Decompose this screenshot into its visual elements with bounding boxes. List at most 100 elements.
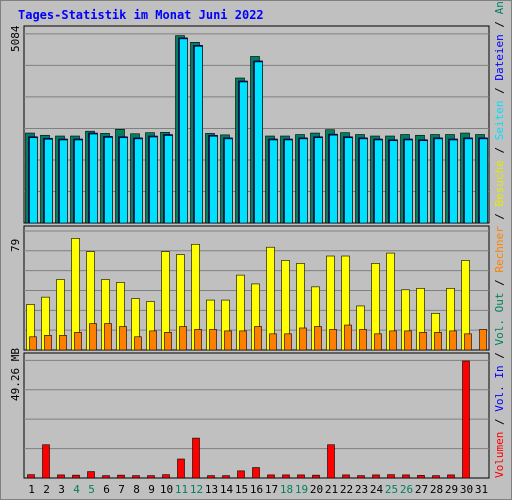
bar-volumen [117, 474, 125, 479]
x-tick-label: 6 [103, 483, 110, 496]
bar-seiten [404, 139, 413, 224]
y-max-label: 49.26 MB [9, 348, 22, 401]
bar-volumen [72, 474, 80, 479]
bar-volumen [387, 474, 395, 479]
bar-seiten [389, 140, 398, 224]
x-tick-label: 24 [370, 483, 384, 496]
bar-seiten [479, 138, 488, 224]
bar-seiten [419, 140, 428, 224]
bar-rechner [389, 330, 397, 351]
bar-seiten [449, 139, 458, 224]
legend-separator: / [493, 206, 506, 226]
bar-rechner [74, 332, 82, 351]
bar-volumen [462, 360, 470, 479]
bar-rechner [284, 333, 292, 351]
legend-separator: / [493, 273, 506, 293]
bar-rechner [239, 330, 247, 351]
bar-seiten [374, 139, 383, 224]
bar-rechner [134, 336, 142, 351]
bar-rechner [374, 333, 382, 351]
bar-volumen [102, 475, 110, 479]
x-tick-label: 5 [88, 483, 95, 496]
x-tick-label: 4 [73, 483, 80, 496]
bar-seiten [179, 38, 188, 224]
bar-seiten [164, 135, 173, 224]
bar-seiten [44, 138, 53, 224]
bar-seiten [194, 46, 203, 224]
x-tick-label: 30 [460, 483, 473, 496]
bar-seiten [224, 138, 233, 224]
bar-volumen [222, 475, 230, 479]
bar-volumen [402, 474, 410, 479]
bar-seiten [359, 138, 368, 224]
x-tick-label: 10 [160, 483, 173, 496]
bar-volumen [447, 474, 455, 479]
bar-seiten [254, 61, 263, 224]
x-tick-label: 11 [175, 483, 188, 496]
bar-rechner [89, 323, 97, 351]
bar-seiten [299, 138, 308, 224]
bar-volumen [297, 474, 305, 479]
legend-separator: / [493, 412, 506, 432]
legend-item-seiten: Seiten [493, 100, 506, 140]
bar-volumen [192, 437, 200, 479]
bar-seiten [104, 137, 113, 224]
bar-volumen [372, 474, 380, 479]
legend-item-volumen: Volumen [493, 432, 506, 478]
legend-separator: / [493, 346, 506, 366]
x-tick-label: 16 [250, 483, 263, 496]
bar-rechner [269, 333, 277, 351]
bar-rechner [149, 330, 157, 351]
legend-separator: / [493, 14, 506, 34]
x-tick-label: 26 [400, 483, 413, 496]
bar-volumen [162, 474, 170, 479]
x-tick-label: 7 [118, 483, 125, 496]
bar-seiten [314, 137, 323, 224]
x-tick-label: 8 [133, 483, 140, 496]
x-tick-label: 12 [190, 483, 203, 496]
x-tick-label: 13 [205, 483, 218, 496]
x-tick-label: 18 [280, 483, 293, 496]
bar-volumen [237, 470, 245, 479]
bar-rechner [254, 326, 262, 351]
bar-volumen [147, 475, 155, 479]
panel-bottom: 49.26 MB [9, 348, 490, 479]
x-tick-label: 28 [430, 483, 443, 496]
bar-volumen [132, 475, 140, 479]
bar-volumen [327, 444, 335, 479]
x-tick-label: 25 [385, 483, 398, 496]
x-tick-label: 15 [235, 483, 248, 496]
x-tick-label: 27 [415, 483, 428, 496]
x-tick-label: 17 [265, 483, 278, 496]
panel-border [23, 352, 490, 479]
bar-seiten [89, 133, 98, 224]
panel-top: 5084 [9, 25, 490, 224]
bar-seiten [59, 139, 68, 224]
x-tick-label: 23 [355, 483, 368, 496]
legend-item-rechner: Rechner [493, 226, 506, 273]
bar-rechner [359, 329, 367, 351]
legend-item-vol-out: Vol. Out [493, 293, 506, 346]
bar-volumen [357, 475, 365, 479]
bar-rechner [224, 330, 232, 351]
bar-rechner [29, 336, 37, 351]
bar-rechner [329, 329, 337, 351]
bar-seiten [269, 139, 278, 224]
bar-rechner [164, 332, 172, 351]
y-max-label: 5084 [9, 25, 22, 52]
bar-seiten [434, 138, 443, 224]
bar-seiten [29, 137, 38, 224]
legend-separator: / [493, 81, 506, 101]
bar-rechner [59, 335, 67, 351]
bar-rechner [209, 329, 217, 351]
bar-rechner [404, 330, 412, 351]
bar-rechner [44, 335, 52, 351]
bar-volumen [27, 474, 35, 479]
bar-volumen [417, 475, 425, 479]
bar-rechner [314, 326, 322, 351]
bar-rechner [104, 323, 112, 351]
bar-seiten [119, 137, 128, 224]
bar-seiten [239, 81, 248, 224]
bar-rechner [119, 326, 127, 351]
